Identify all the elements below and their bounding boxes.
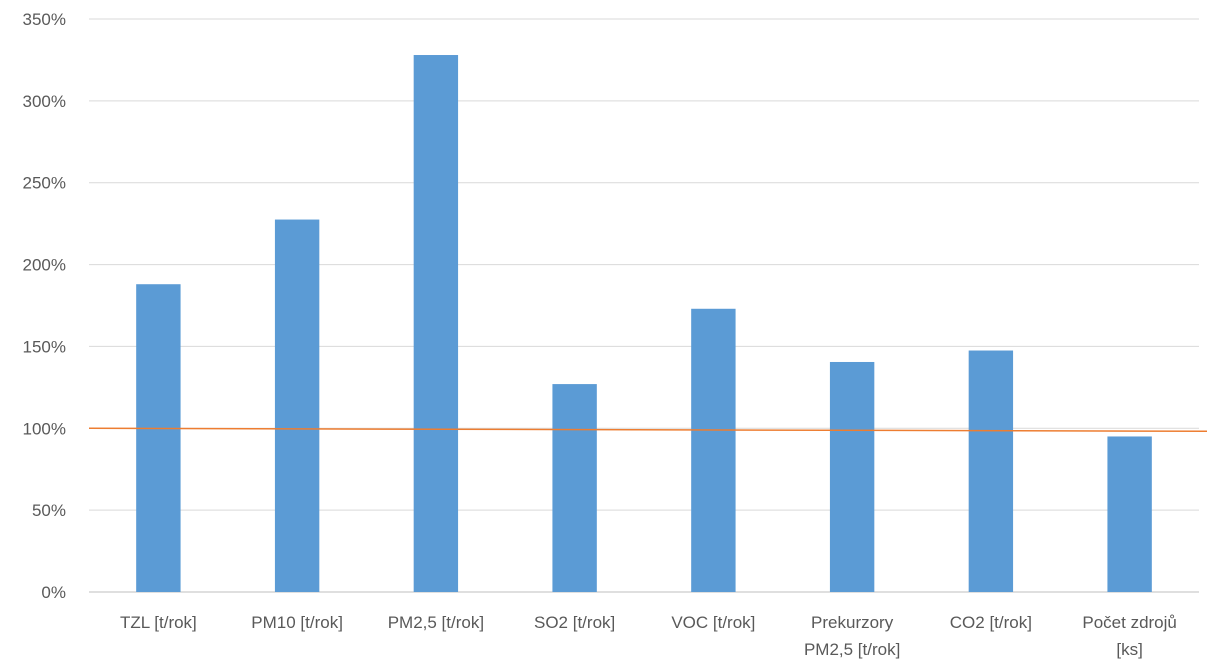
y-tick-label: 150% [23, 337, 66, 356]
x-tick-label: VOC [t/rok] [671, 613, 755, 632]
y-tick-label: 350% [23, 10, 66, 29]
bar [413, 55, 459, 592]
y-tick-label: 300% [23, 92, 66, 111]
x-axis: TZL [t/rok] PM10 [t/rok] PM2,5 [t/rok] SO2 … [120, 613, 1177, 659]
reference-line-100 [88, 427, 1207, 433]
bar [1107, 436, 1152, 592]
bar [829, 361, 875, 592]
bar [968, 350, 1014, 592]
y-tick-label: 200% [23, 256, 66, 275]
y-axis: 0% 50% 100% 150% 200% 250% 300% 350% [23, 10, 66, 602]
bar [691, 308, 736, 592]
gridlines [89, 18, 1199, 593]
x-tick-label: PM2,5 [t/rok] [804, 640, 900, 659]
x-tick-label: PM10 [t/rok] [251, 613, 343, 632]
x-tick-label: TZL [t/rok] [120, 613, 197, 632]
y-tick-label: 0% [41, 583, 66, 602]
bar [552, 384, 597, 592]
y-tick-label: 100% [23, 419, 66, 438]
x-tick-label: PM2,5 [t/rok] [388, 613, 484, 632]
bar [136, 284, 181, 592]
x-tick-label: Počet zdrojů [1082, 613, 1177, 632]
x-tick-label: SO2 [t/rok] [534, 613, 615, 632]
reference-line [88, 427, 1207, 433]
x-tick-label: [ks] [1116, 640, 1142, 659]
bars [136, 55, 1152, 593]
x-tick-label: CO2 [t/rok] [950, 613, 1032, 632]
y-tick-label: 250% [23, 174, 66, 193]
y-tick-label: 50% [32, 501, 66, 520]
x-tick-label: Prekurzory [811, 613, 894, 632]
bar [274, 219, 320, 593]
